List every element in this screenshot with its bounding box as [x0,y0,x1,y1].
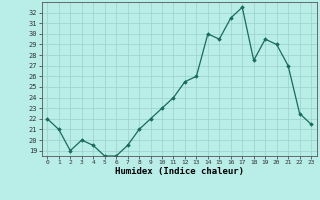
X-axis label: Humidex (Indice chaleur): Humidex (Indice chaleur) [115,167,244,176]
